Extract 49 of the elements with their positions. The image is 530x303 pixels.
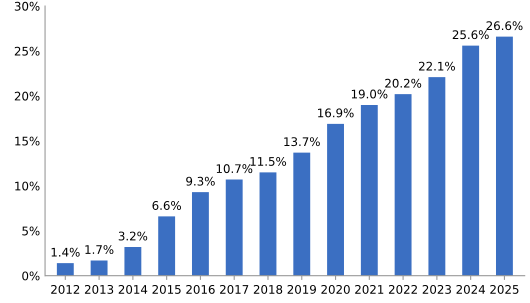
x-tick-label: 2022 [388,284,417,294]
bar [293,152,310,276]
bar [90,260,108,276]
data-label: 13.7% [284,137,320,146]
y-tick-label: 15% [15,136,40,146]
x-tick-label: 2017 [220,284,248,294]
x-tick-label: 2019 [288,284,316,294]
bar [260,172,276,276]
data-label: 3.2% [118,232,148,241]
y-tick-label: 5% [22,226,40,236]
bar [226,180,243,276]
data-label: 25.6% [452,30,489,40]
bar [158,216,176,276]
bar [360,104,378,276]
data-label: 22.1% [418,62,455,71]
bar [124,246,142,276]
x-tick-label: 2012 [51,284,80,294]
data-label: 11.5% [250,156,286,166]
x-tick-label: 2020 [321,284,350,294]
x-tick-label: 2023 [422,284,451,294]
x-tick-label: 2021 [355,284,384,294]
data-label: 26.6% [486,21,523,30]
bar [394,94,412,276]
bar [428,77,446,276]
data-label: 1.7% [85,245,114,254]
data-label: 16.9% [318,108,354,118]
data-label: 10.7% [216,164,252,174]
x-tick-label: 2025 [490,284,518,294]
y-tick-label: 25% [14,46,40,56]
data-label: 20.2% [385,78,422,88]
data-label: 19.0% [352,90,388,98]
x-tick-label: 2018 [254,284,282,294]
data-label: 6.6% [152,201,181,210]
x-tick-label: 2014 [118,284,148,294]
data-label: 9.3% [186,176,215,186]
bar [192,192,209,276]
bar [462,46,480,276]
x-tick-label: 2015 [152,284,181,294]
x-tick-label: 2013 [84,284,114,294]
data-label: 1.4% [52,248,80,257]
x-tick-label: 2024 [456,284,486,294]
y-tick-label: 0% [22,271,40,280]
bar [496,36,513,276]
bar [56,263,74,276]
x-tick-label: 2016 [186,284,215,294]
y-tick-label: 10% [15,182,40,190]
bar [327,124,344,276]
y-tick-label: 20% [14,92,40,101]
y-tick-label: 30% [14,2,40,11]
